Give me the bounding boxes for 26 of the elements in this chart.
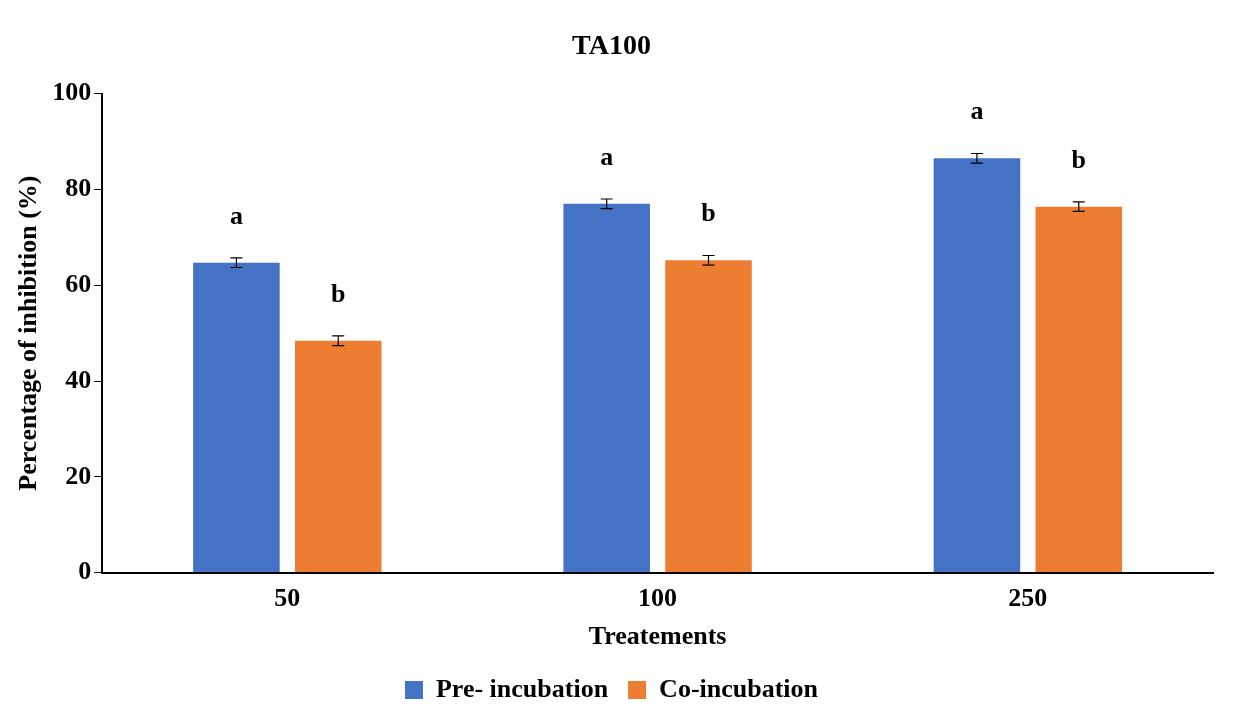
legend-label: Pre- incubation — [435, 673, 609, 703]
annotation: a — [229, 200, 243, 230]
y-tick-label: 0 — [78, 556, 92, 586]
annotation: a — [600, 141, 614, 171]
annotation: a — [970, 96, 984, 126]
chart-title: TA100 — [572, 29, 651, 61]
x-tick-label: 50 — [274, 582, 301, 612]
y-tick-label: 60 — [65, 268, 92, 298]
bar — [193, 262, 280, 573]
bar — [933, 158, 1021, 573]
y-tick-label: 20 — [65, 460, 92, 490]
bar — [665, 260, 752, 573]
annotation: b — [701, 198, 716, 228]
legend-label: Co-incubation — [659, 673, 819, 703]
y-axis-title: Percentage of inhibition (%) — [13, 175, 43, 491]
y-tick-label: 40 — [65, 364, 92, 394]
bar — [1035, 206, 1123, 573]
y-tick-label: 80 — [65, 173, 92, 203]
x-tick-label: 100 — [638, 582, 678, 612]
bar — [563, 203, 650, 573]
bar — [294, 340, 382, 573]
x-tick-label: 250 — [1008, 582, 1048, 612]
y-tick-label: 100 — [52, 77, 92, 107]
annotation: b — [331, 278, 346, 308]
x-axis-title: Treatements — [588, 621, 727, 651]
annotation: b — [1071, 144, 1087, 174]
